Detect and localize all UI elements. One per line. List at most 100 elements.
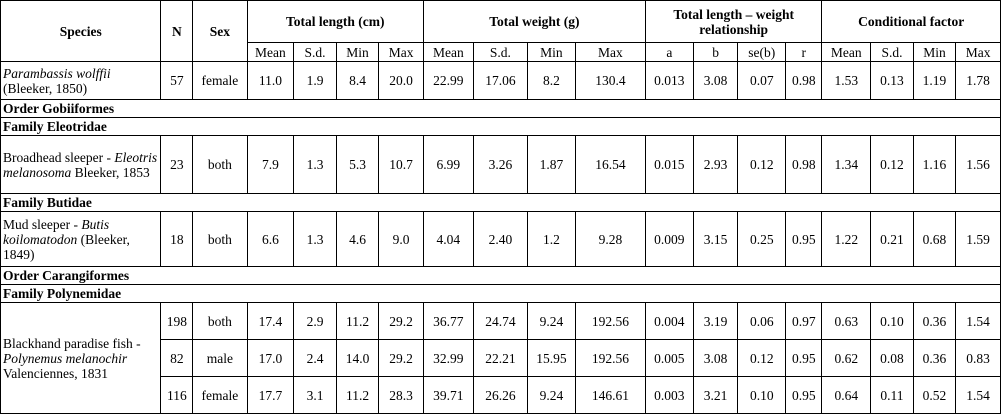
value-cell: 11.2 — [335, 302, 380, 340]
value-cell: 20.0 — [378, 61, 424, 100]
value-cell: 23 — [160, 135, 194, 194]
subcolumn-header: a — [644, 42, 694, 62]
value-cell: both — [192, 302, 248, 340]
value-cell: 0.10 — [737, 376, 787, 414]
species-cell: Mud sleeper - Butis koilomatodon (Bleeke… — [0, 211, 162, 267]
section-row: Family Eleotridae — [0, 117, 1001, 136]
value-cell: 22.21 — [472, 339, 529, 377]
authority: (Bleeker, 1849) — [3, 231, 130, 262]
value-cell: 192.56 — [574, 302, 646, 340]
value-cell: 0.95 — [785, 376, 823, 414]
value-cell: 36.77 — [422, 302, 474, 340]
value-cell: 0.009 — [644, 211, 694, 267]
value-cell: 0.98 — [785, 61, 823, 100]
scientific-name: Butis koilomatodon — [3, 216, 110, 247]
value-cell: 0.95 — [785, 339, 823, 377]
value-cell: 9.24 — [527, 376, 576, 414]
subcolumn-header: S.d. — [870, 42, 914, 62]
value-cell: 4.04 — [422, 211, 474, 267]
data-row: 82 male 17.0 2.4 14.0 29.2 32.99 22.21 15.95 192.… — [1, 339, 1001, 377]
value-cell: 2.93 — [692, 135, 739, 194]
value-cell: 3.19 — [692, 302, 739, 340]
value-cell: both — [192, 211, 248, 267]
subcolumn-header: Mean — [246, 42, 295, 62]
value-cell: 2.4 — [293, 339, 337, 377]
value-cell: 28.3 — [378, 376, 424, 414]
column-header: Total length – weight relationship — [644, 0, 823, 43]
value-cell: 1.3 — [293, 135, 337, 194]
value-cell: 11.2 — [335, 376, 380, 414]
value-cell: 17.0 — [246, 339, 295, 377]
value-cell: 0.52 — [912, 376, 957, 414]
value-cell: 1.3 — [293, 211, 337, 267]
common-name: Mud sleeper - — [3, 216, 78, 232]
value-cell: 0.11 — [870, 376, 914, 414]
section-label: Order Gobiiformes — [0, 99, 1001, 118]
value-cell: 9.24 — [527, 302, 576, 340]
value-cell: 1.16 — [912, 135, 957, 194]
value-cell: 0.98 — [785, 135, 823, 194]
value-cell: 1.9 — [293, 61, 337, 100]
section-row: Family Butidae — [0, 193, 1001, 212]
data-row: Mud sleeper - Butis koilomatodon (Bleeke… — [0, 211, 1001, 267]
value-cell: 0.013 — [644, 61, 694, 100]
section-label: Family Butidae — [0, 193, 1001, 212]
value-cell: 0.07 — [737, 61, 787, 100]
authority: Bleeker, 1853 — [74, 164, 150, 180]
value-cell: 10.7 — [378, 135, 424, 194]
value-cell: 3.08 — [692, 339, 739, 377]
value-cell: 32.99 — [422, 339, 474, 377]
value-cell: 15.95 — [527, 339, 576, 377]
value-cell: 29.2 — [378, 339, 424, 377]
value-cell: female — [192, 376, 248, 414]
subcolumn-header: Min — [912, 42, 957, 62]
value-cell: 1.2 — [527, 211, 576, 267]
column-header: Total weight (g) — [422, 0, 646, 43]
value-cell: 7.9 — [246, 135, 295, 194]
subcolumn-header: se(b) — [737, 42, 787, 62]
value-cell: 8.2 — [527, 61, 576, 100]
column-header: Conditional factor — [821, 0, 1001, 43]
section-row: Order Carangiformes — [0, 266, 1001, 285]
value-cell: 0.63 — [821, 302, 872, 340]
subcolumn-header: Mean — [422, 42, 474, 62]
species-cell: Blackhand paradise fish - Polynemus mela… — [0, 302, 162, 414]
subcolumn-header: S.d. — [472, 42, 529, 62]
value-cell: 1.78 — [955, 61, 1001, 100]
value-cell: 0.64 — [821, 376, 872, 414]
data-row: Blackhand paradise fish - Polynemus mela… — [0, 302, 1001, 414]
subcolumn-header: Min — [527, 42, 576, 62]
subcolumn-header: Min — [335, 42, 380, 62]
value-cell: 3.1 — [293, 376, 337, 414]
subcolumn-header: Max — [574, 42, 646, 62]
authority: Valenciennes, 1831 — [3, 365, 108, 381]
subcolumn-header: r — [785, 42, 823, 62]
value-cell: 0.06 — [737, 302, 787, 340]
scientific-name: Eleotris melanosoma — [3, 149, 158, 180]
value-cell: 16.54 — [574, 135, 646, 194]
value-cell: 198 — [160, 302, 194, 340]
value-cell: 3.21 — [692, 376, 739, 414]
subcolumn-header: Max — [955, 42, 1001, 62]
value-cell: 0.83 — [955, 339, 1001, 377]
value-cell: 0.10 — [870, 302, 914, 340]
value-cell: 0.62 — [821, 339, 872, 377]
value-cell: 2.40 — [472, 211, 529, 267]
value-cell: 6.99 — [422, 135, 474, 194]
value-cell: 29.2 — [378, 302, 424, 340]
subcolumn-header: b — [692, 42, 739, 62]
column-header: Total length (cm) — [246, 0, 424, 43]
value-cell: 116 — [160, 376, 194, 414]
value-cell: 1.53 — [821, 61, 872, 100]
value-cell: 0.004 — [644, 302, 694, 340]
value-cell: 0.95 — [785, 211, 823, 267]
value-cell: 0.12 — [870, 135, 914, 194]
value-cell: 0.97 — [785, 302, 823, 340]
value-cell: female — [192, 61, 248, 100]
value-cell: 22.99 — [422, 61, 474, 100]
value-cell: 1.19 — [912, 61, 957, 100]
value-cell: 0.36 — [912, 302, 957, 340]
value-cell: 57 — [160, 61, 194, 100]
